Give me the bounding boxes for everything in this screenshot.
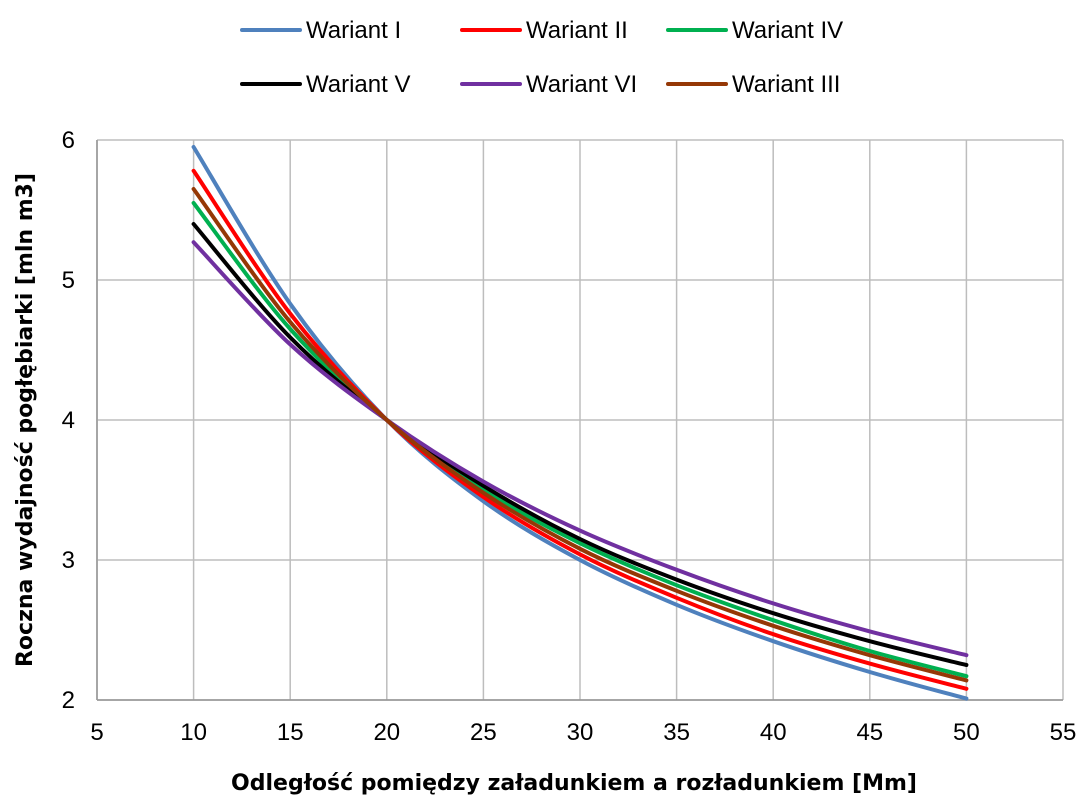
series-group (191, 145, 969, 701)
legend-label-wariant-v: Wariant V (306, 71, 410, 98)
legend: Wariant I Wariant II Wariant IV Wariant V Wa… (240, 17, 843, 98)
series-line-wariant-ii (191, 168, 969, 691)
x-tick-label: 30 (567, 719, 594, 746)
x-tick-label: 55 (1050, 719, 1077, 746)
series-line-wariant-iii (191, 187, 969, 683)
x-tick-label: 45 (856, 719, 883, 746)
legend-label-wariant-iii: Wariant III (732, 71, 840, 98)
legend-label-wariant-ii: Wariant II (526, 17, 628, 44)
y-axis-title: Roczna wydajność pogłębiarki [mln m3] (13, 173, 38, 667)
series-line-wariant-iv (191, 201, 969, 679)
series-line-wariant-vi (191, 240, 969, 658)
series-line-wariant-v (191, 222, 969, 667)
x-tick-label: 15 (277, 719, 304, 746)
series-line-wariant-i (191, 145, 969, 701)
x-tick-label: 40 (760, 719, 787, 746)
x-tick-label: 35 (663, 719, 690, 746)
x-tick-label: 20 (373, 719, 400, 746)
legend-label-wariant-vi: Wariant VI (526, 71, 637, 98)
legend-label-wariant-i: Wariant I (306, 17, 401, 44)
grid (96, 139, 1064, 701)
axes (96, 140, 1063, 701)
y-tick-label: 2 (62, 687, 75, 714)
x-axis-title: Odległość pomiędzy załadunkiem a rozładu… (231, 771, 917, 796)
x-tick-label: 25 (470, 719, 497, 746)
y-tick-label: 3 (62, 547, 75, 574)
y-tick-label: 6 (62, 127, 75, 154)
x-tick-label: 50 (953, 719, 980, 746)
y-tick-label: 4 (62, 407, 75, 434)
legend-label-wariant-iv: Wariant IV (732, 17, 843, 44)
y-tick-label: 5 (62, 267, 75, 294)
x-tick-label: 5 (90, 719, 103, 746)
x-tick-label: 10 (180, 719, 207, 746)
